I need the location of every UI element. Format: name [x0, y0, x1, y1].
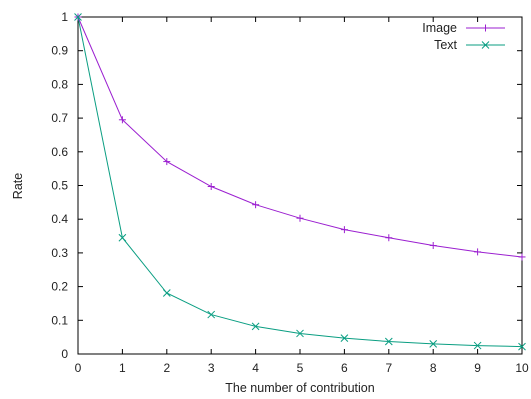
series-image	[74, 13, 526, 261]
data-point-image	[385, 234, 393, 242]
data-point-image	[252, 201, 260, 209]
series-layer	[74, 13, 526, 351]
data-point-image	[118, 116, 126, 124]
data-point-text	[429, 340, 438, 348]
x-tick-label: 1	[119, 361, 126, 375]
data-point-text	[518, 342, 526, 351]
x-axis-label: The number of contribution	[225, 381, 374, 395]
legend-label-image: Image	[422, 21, 457, 35]
y-tick-label: 1	[61, 10, 68, 24]
y-tick-label: 0.5	[51, 179, 68, 193]
legend: Image Text	[422, 21, 505, 52]
legend-item-image: Image	[422, 21, 505, 35]
series-text	[74, 13, 526, 351]
data-point-text	[384, 337, 393, 346]
data-point-image	[340, 226, 348, 234]
x-tick-label: 3	[208, 361, 215, 375]
legend-marker-glyph	[482, 24, 489, 32]
data-point-image	[474, 248, 482, 256]
legend-label-text: Text	[434, 38, 457, 52]
data-point-image	[429, 241, 437, 249]
y-tick-label: 0.7	[51, 111, 68, 125]
legend-marker-glyph	[481, 41, 490, 49]
y-axis-label: Rate	[11, 173, 25, 199]
y-tick-label: 0.9	[51, 44, 68, 58]
data-point-text	[118, 233, 127, 242]
legend-item-text: Text	[434, 38, 505, 52]
legend-marker-image	[482, 24, 489, 32]
plot-frame	[77, 16, 523, 355]
legend-marker-text	[481, 41, 490, 49]
data-point-text	[251, 322, 260, 331]
data-point-image	[207, 183, 215, 191]
y-tick-label: 0.1	[51, 313, 68, 327]
data-point-text	[473, 341, 482, 350]
plot-area: 0 1 2 3 4 5 6 7 8 9 10 0 0.1 0.2 0.3 0.4 0.5 0.6 0.7 0.8 0.…	[51, 10, 529, 375]
y-tick-label: 0	[61, 347, 68, 361]
data-point-image	[163, 158, 171, 166]
y-axis: 0 0.1 0.2 0.3 0.4 0.5 0.6 0.7 0.8 0.9 1	[51, 10, 522, 361]
data-point-text	[296, 329, 304, 338]
x-tick-label: 8	[430, 361, 437, 375]
x-tick-label: 5	[297, 361, 304, 375]
x-tick-label: 9	[474, 361, 481, 375]
x-axis: 0 1 2 3 4 5 6 7 8 9 10	[75, 17, 529, 375]
x-tick-label: 4	[252, 361, 259, 375]
data-point-text	[162, 289, 171, 297]
data-point-text	[340, 334, 349, 343]
x-tick-label: 6	[341, 361, 348, 375]
data-point-text	[74, 13, 82, 21]
y-tick-label: 0.3	[51, 246, 68, 260]
data-point-image	[518, 253, 526, 261]
y-tick-label: 0.2	[51, 280, 68, 294]
y-tick-label: 0.4	[51, 212, 68, 226]
series-line-text	[77, 16, 523, 348]
x-tick-label: 10	[515, 361, 529, 375]
y-tick-label: 0.8	[51, 77, 68, 91]
data-point-text	[207, 310, 216, 319]
data-point-image	[296, 214, 304, 222]
x-tick-label: 7	[385, 361, 392, 375]
x-tick-label: 2	[163, 361, 170, 375]
x-tick-label: 0	[75, 361, 82, 375]
y-tick-label: 0.6	[51, 145, 68, 159]
